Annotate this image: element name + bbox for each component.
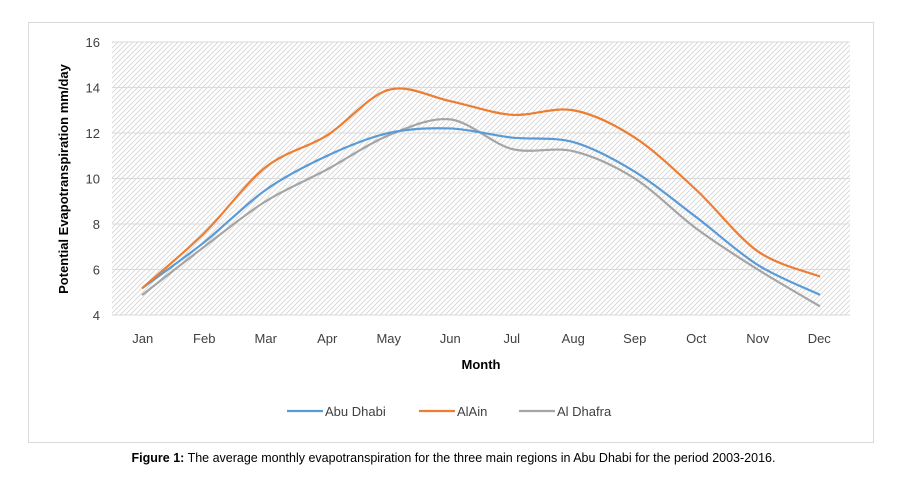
x-tick-label: Nov <box>746 331 770 346</box>
x-tick-label: Aug <box>562 331 585 346</box>
series-line-alain <box>141 87 821 289</box>
y-tick-label: 8 <box>93 217 100 232</box>
x-tick-label: Dec <box>808 331 832 346</box>
x-tick-label: May <box>376 331 401 346</box>
x-tick-label: Apr <box>317 331 338 346</box>
x-tick-label: Jun <box>440 331 461 346</box>
legend-label: Abu Dhabi <box>325 404 386 419</box>
legend-item: AlAin <box>419 404 487 419</box>
x-tick-label: Jul <box>503 331 520 346</box>
x-tick-label: Feb <box>193 331 215 346</box>
caption-prefix: Figure 1: <box>131 451 185 465</box>
y-axis-title: Potential Evapotranspiration mm/day <box>56 63 71 293</box>
figure-caption: Figure 1: The average monthly evapotrans… <box>0 451 907 465</box>
y-tick-label: 4 <box>93 308 100 323</box>
x-tick-label: Jan <box>132 331 153 346</box>
gridlines <box>112 41 850 316</box>
legend-label: Al Dhafra <box>557 404 612 419</box>
legend-item: Al Dhafra <box>519 404 612 419</box>
y-tick-label: 16 <box>86 35 100 50</box>
series-lines <box>141 87 821 307</box>
y-tick-label: 10 <box>86 172 100 187</box>
series-line-abu-dhabi <box>141 127 821 296</box>
legend-label: AlAin <box>457 404 487 419</box>
x-axis-title: Month <box>462 357 501 372</box>
legend-item: Abu Dhabi <box>287 404 386 419</box>
x-tick-label: Oct <box>686 331 707 346</box>
x-tick-label: Sep <box>623 331 646 346</box>
y-tick-label: 12 <box>86 126 100 141</box>
line-chart: 4 6 8 10 12 14 16 Jan Feb Mar Apr May Jun Jul Aug Sep O… <box>56 35 850 419</box>
legend: Abu Dhabi AlAin Al Dhafra <box>287 404 612 419</box>
y-tick-label: 6 <box>93 263 100 278</box>
y-tick-label: 14 <box>86 81 100 96</box>
caption-text: The average monthly evapotranspiration f… <box>187 451 776 465</box>
x-axis-ticks: Jan Feb Mar Apr May Jun Jul Aug Sep Oct Nov Dec <box>132 331 831 346</box>
x-tick-label: Mar <box>255 331 278 346</box>
y-axis-ticks: 4 6 8 10 12 14 16 <box>86 35 100 323</box>
